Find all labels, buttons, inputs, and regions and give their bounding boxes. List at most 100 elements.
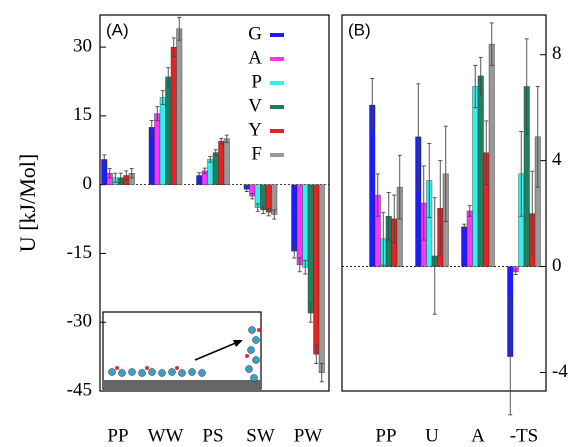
error-bar xyxy=(427,142,432,219)
y-tick-label: 0 xyxy=(552,255,562,276)
error-bar xyxy=(478,56,483,95)
x-tick-label: SW xyxy=(246,425,275,446)
bar xyxy=(313,184,320,355)
y-tick-label: -15 xyxy=(67,242,92,263)
x-tick-label: PW xyxy=(294,425,323,446)
panel-label: (A) xyxy=(106,20,129,39)
error-bar xyxy=(462,223,467,230)
bar xyxy=(223,138,230,185)
bar xyxy=(302,184,309,268)
error-bar xyxy=(102,154,107,165)
error-bar xyxy=(224,134,229,143)
x-tick-label: U xyxy=(425,425,439,446)
legend-label: G xyxy=(248,23,262,44)
error-bar xyxy=(530,170,535,257)
error-bar xyxy=(124,170,129,181)
bar xyxy=(176,28,183,185)
error-bar xyxy=(272,209,277,220)
panel-label: (B) xyxy=(348,20,371,39)
error-bar xyxy=(319,363,324,383)
x-tick-label: PP xyxy=(107,425,128,446)
panel-frame xyxy=(341,14,547,392)
error-bar xyxy=(197,172,202,179)
error-bar xyxy=(129,168,134,179)
bar xyxy=(472,86,479,267)
error-bar xyxy=(513,268,518,275)
error-bar xyxy=(303,259,308,275)
error-bar xyxy=(484,120,489,185)
bar xyxy=(212,152,219,185)
error-bar xyxy=(171,37,176,57)
legend-label: V xyxy=(248,95,262,116)
y-tick-label: 4 xyxy=(552,149,562,170)
x-tick-label: PP xyxy=(375,425,396,446)
bar xyxy=(466,210,473,267)
bar xyxy=(291,184,298,252)
panel-frame xyxy=(99,14,330,392)
error-bar xyxy=(107,168,112,179)
bar xyxy=(461,226,468,267)
error-bar xyxy=(524,38,529,135)
bar xyxy=(154,113,161,185)
y-tick-label: -4 xyxy=(552,361,568,382)
error-bar xyxy=(381,211,386,266)
error-bar xyxy=(250,192,255,200)
bar xyxy=(488,43,495,267)
bar xyxy=(307,184,314,314)
error-bar xyxy=(421,165,426,241)
error-bar xyxy=(219,137,224,145)
y-tick-label: -30 xyxy=(67,311,92,332)
y-tick-label: 15 xyxy=(73,104,92,125)
error-bar xyxy=(213,149,218,156)
bar xyxy=(170,46,177,185)
error-bar xyxy=(266,208,271,217)
error-bar xyxy=(489,22,494,66)
bar xyxy=(318,184,325,373)
bar xyxy=(207,159,214,185)
error-bar xyxy=(375,173,380,217)
error-bar xyxy=(467,205,472,217)
error-bar xyxy=(118,172,123,183)
error-bar xyxy=(519,131,524,217)
x-tick-label: WW xyxy=(148,425,184,446)
inset-image xyxy=(102,311,262,390)
error-bar xyxy=(202,167,207,175)
error-bar xyxy=(386,191,391,241)
y-tick-label: 30 xyxy=(73,35,92,56)
error-bar xyxy=(244,186,249,192)
error-bar xyxy=(416,83,421,191)
error-bar xyxy=(255,203,260,212)
error-bar xyxy=(177,16,182,41)
bar xyxy=(159,97,166,185)
error-bar xyxy=(261,205,266,214)
legend-label: A xyxy=(248,47,262,68)
bar xyxy=(165,76,172,185)
y-axis-title: U [kJ/Mol] xyxy=(15,154,40,252)
legend-label: F xyxy=(251,143,262,164)
bar xyxy=(218,140,225,185)
error-bar xyxy=(392,194,397,244)
error-bar xyxy=(397,154,402,220)
legend-label: P xyxy=(251,71,262,92)
error-bar xyxy=(432,197,437,315)
error-bar xyxy=(166,67,171,87)
error-bar xyxy=(473,64,478,109)
x-tick-label: A xyxy=(471,425,485,446)
bar xyxy=(148,127,155,185)
y-tick-label: 0 xyxy=(83,173,93,194)
error-bar xyxy=(314,344,319,364)
error-bar xyxy=(113,172,118,183)
y-tick-label: -45 xyxy=(67,379,92,400)
error-bar xyxy=(297,257,302,273)
y-tick-label: 8 xyxy=(552,43,562,64)
error-bar xyxy=(308,303,313,323)
error-bar xyxy=(508,297,513,416)
error-bar xyxy=(208,156,213,163)
error-bar xyxy=(443,125,448,222)
legend-label: Y xyxy=(248,119,262,140)
bar xyxy=(477,75,484,267)
error-bar xyxy=(160,90,165,105)
error-bar xyxy=(155,106,160,121)
x-tick-label: -TS xyxy=(510,425,539,446)
